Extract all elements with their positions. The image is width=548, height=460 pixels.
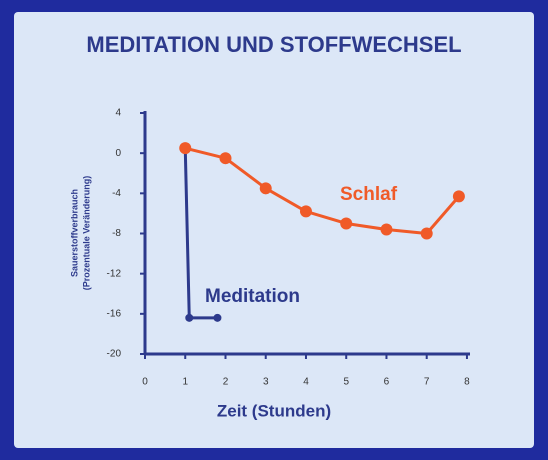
data-point [299,205,312,218]
x-tick-label: 2 [223,377,229,388]
data-point [259,182,272,195]
y-tick-label: -8 [112,228,121,239]
y-tick-label: -20 [107,349,122,360]
panel [14,12,534,448]
y-axis-label-line: (Prozentuale Veränderung) [81,176,91,291]
x-tick-label: 8 [464,377,470,388]
data-point [380,223,393,236]
series-label: Meditation [205,286,300,307]
x-tick-label: 4 [303,377,309,388]
series-label: Schlaf [340,184,398,205]
data-point [213,313,222,322]
x-tick-label: 6 [384,377,390,388]
y-tick-label: -4 [112,188,121,199]
x-tick-label: 3 [263,377,269,388]
series-line [184,146,461,235]
data-point [420,227,433,240]
x-tick-label: 7 [424,377,430,388]
y-tick-label: 4 [115,108,121,119]
y-tick-label: -12 [107,268,122,279]
data-point [185,313,194,322]
data-point [452,190,465,203]
y-tick-label: 0 [115,148,121,159]
x-tick-label: 1 [182,377,188,388]
y-tick-label: -16 [107,308,122,319]
data-point [179,142,192,155]
x-axis-label: Zeit (Stunden) [217,401,331,420]
chart-title: MEDITATION UND STOFFWECHSEL [86,32,461,57]
data-point [219,152,232,165]
x-tick-label: 0 [142,377,148,388]
x-tick-label: 5 [343,377,349,388]
y-axis-label-line: Sauerstoffverbrauch [69,189,79,277]
data-point [340,217,353,230]
y-axis-label: Sauerstoffverbrauch (Prozentuale Verände… [69,176,91,291]
